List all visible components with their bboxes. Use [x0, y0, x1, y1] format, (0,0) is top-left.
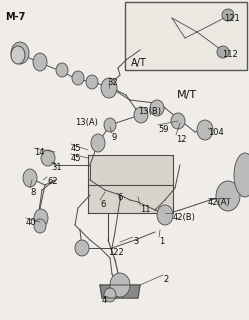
Ellipse shape	[75, 240, 89, 256]
Ellipse shape	[11, 46, 25, 64]
Ellipse shape	[157, 205, 173, 225]
Text: 62: 62	[47, 177, 58, 186]
Text: 9: 9	[112, 133, 117, 142]
Ellipse shape	[171, 113, 185, 129]
Ellipse shape	[56, 63, 68, 77]
Text: 1: 1	[159, 237, 164, 246]
Text: 45: 45	[71, 154, 81, 163]
Text: 59: 59	[158, 125, 169, 134]
Text: 32: 32	[107, 78, 118, 87]
Ellipse shape	[101, 78, 117, 98]
Text: 31: 31	[51, 163, 62, 172]
Ellipse shape	[216, 181, 240, 211]
Text: 14: 14	[34, 148, 45, 157]
Text: 45: 45	[71, 144, 81, 153]
Ellipse shape	[34, 219, 46, 233]
Text: 8: 8	[30, 188, 35, 197]
Ellipse shape	[110, 273, 130, 297]
Text: 3: 3	[133, 237, 138, 246]
Ellipse shape	[197, 120, 213, 140]
Text: A/T: A/T	[131, 58, 147, 68]
Ellipse shape	[33, 53, 47, 71]
Text: 121: 121	[224, 14, 240, 23]
Ellipse shape	[150, 100, 164, 116]
Text: 13(B): 13(B)	[138, 107, 161, 116]
Ellipse shape	[72, 71, 84, 85]
Text: 13(A): 13(A)	[75, 118, 98, 127]
Text: 2: 2	[163, 275, 168, 284]
Ellipse shape	[91, 134, 105, 152]
Bar	[125, 2, 247, 70]
Text: 122: 122	[108, 248, 124, 257]
Ellipse shape	[222, 9, 234, 21]
Ellipse shape	[86, 75, 98, 89]
Text: 104: 104	[208, 128, 224, 137]
Text: 42(A): 42(A)	[208, 198, 231, 207]
Text: 12: 12	[176, 135, 187, 144]
Ellipse shape	[104, 288, 116, 302]
Ellipse shape	[41, 150, 55, 166]
Text: 4: 4	[102, 296, 107, 305]
Text: 6: 6	[100, 200, 105, 209]
Polygon shape	[100, 285, 140, 298]
Text: 6: 6	[117, 193, 122, 202]
Text: 40: 40	[26, 218, 37, 227]
Text: 11: 11	[140, 205, 150, 214]
Text: 112: 112	[222, 50, 238, 59]
Ellipse shape	[134, 107, 148, 123]
Text: M-7: M-7	[5, 12, 25, 22]
Ellipse shape	[34, 209, 48, 227]
Ellipse shape	[104, 118, 116, 132]
Ellipse shape	[11, 42, 29, 64]
Text: 42(B): 42(B)	[173, 213, 196, 222]
Text: M/T: M/T	[177, 90, 197, 100]
Ellipse shape	[217, 46, 229, 58]
Ellipse shape	[234, 153, 249, 197]
Ellipse shape	[23, 169, 37, 187]
Bar	[88, 155, 173, 213]
